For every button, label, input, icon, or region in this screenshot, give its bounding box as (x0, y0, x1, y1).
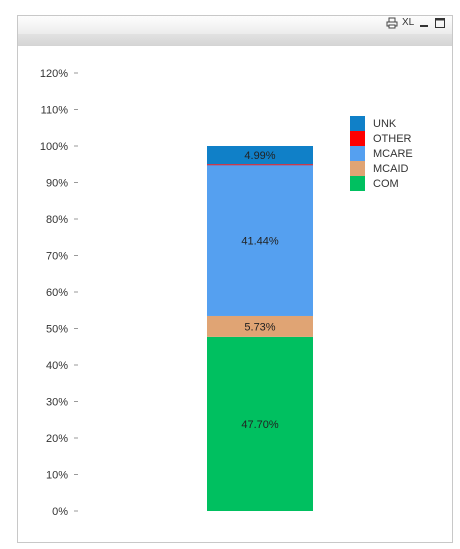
panel-subbar (18, 34, 452, 46)
bar-segment-unk (207, 146, 313, 165)
legend-label-mcare: MCARE (373, 148, 413, 160)
export-xl-button[interactable]: XL (402, 17, 415, 28)
y-tick-label: 30% (46, 397, 68, 409)
y-tick-label: 90% (46, 178, 68, 190)
legend-swatch-other (350, 131, 365, 146)
y-tick-label: 80% (46, 214, 68, 226)
legend-label-com: COM (373, 178, 399, 190)
minimize-icon[interactable] (418, 17, 430, 29)
printer-icon[interactable] (386, 17, 398, 29)
legend-label-mcaid: MCAID (373, 163, 409, 175)
y-tick-label: 50% (46, 324, 68, 336)
y-tick-label: 100% (40, 141, 68, 153)
y-tick-label: 40% (46, 360, 68, 372)
bar-segment-mcare (207, 164, 313, 316)
legend-swatch-com (350, 176, 365, 191)
y-tick-label: 0% (52, 506, 68, 518)
legend-label-other: OTHER (373, 133, 412, 145)
data-label-mcare: 41.44% (241, 235, 279, 247)
bar-segment-mcaid (207, 315, 313, 337)
y-tick-label: 70% (46, 251, 68, 263)
legend-label-unk: UNK (373, 118, 397, 130)
legend-swatch-mcaid (350, 161, 365, 176)
y-tick-label: 120% (40, 68, 68, 80)
y-tick-label: 10% (46, 470, 68, 482)
y-tick-label: 110% (41, 105, 69, 117)
legend-swatch-unk (350, 116, 365, 131)
y-tick-label: 20% (46, 433, 68, 445)
data-label-unk: 4.99% (244, 150, 275, 162)
legend-swatch-mcare (350, 146, 365, 161)
bar-segment-com (207, 336, 313, 511)
bar-segment-other (207, 164, 313, 166)
y-tick-label: 60% (46, 287, 68, 299)
maximize-icon[interactable] (434, 17, 446, 29)
data-label-com: 47.70% (241, 419, 279, 431)
data-label-mcaid: 5.73% (244, 321, 275, 333)
